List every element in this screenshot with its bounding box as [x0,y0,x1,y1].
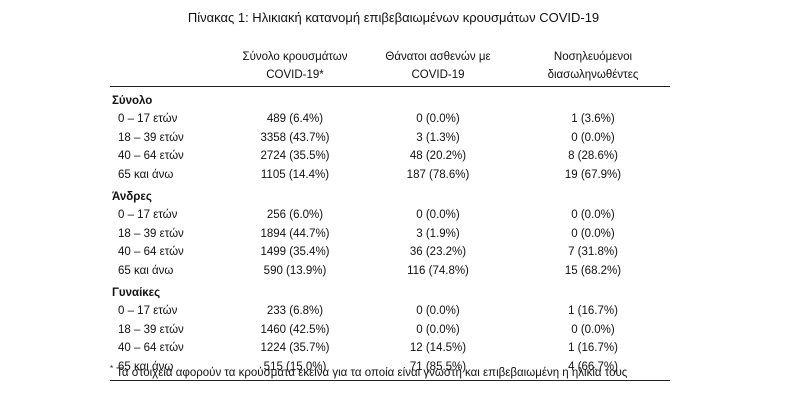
data-table: Σύνολο κρουσμάτων COVID-19* Θάνατοι ασθε… [110,46,670,381]
deaths-cell: 48 (20.2%) [409,150,467,162]
deaths-cell: 0 (0.0%) [416,113,460,125]
table-row: 40 – 64 ετών 1224 (35.7%) 12 (14.5%) 1 (… [110,339,670,358]
deaths-cell: 0 (0.0%) [416,305,460,317]
deaths-cell: 187 (78.6%) [406,168,470,181]
cases-cell: 1224 (35.7%) [260,342,330,354]
intubated-cell: 1 (16.7%) [568,305,618,317]
intubated-cell: 4 (66.7%) [568,360,618,373]
cases-cell: 256 (6.0%) [266,209,324,221]
table-row: 65 και άνω 515 (15.0%) 71 (85.5%) 4 (66.… [110,358,670,377]
group-title: Σύνολο [112,95,153,107]
age-label: 18 – 39 ετών [118,323,184,336]
cases-cell: 590 (13.9%) [263,264,327,277]
group-women: Γυναίκες 0 – 17 ετών 233 (6.8%) 0 (0.0%)… [110,284,670,376]
age-label: 65 και άνω [118,264,174,277]
age-label: 18 – 39 ετών [118,227,184,240]
age-label: 40 – 64 ετών [118,342,184,354]
age-label: 40 – 64 ετών [118,150,184,162]
column-header-deaths: Θάνατοι ασθενών με COVID-19 [385,51,491,81]
cases-cell: 1499 (35.4%) [260,246,330,258]
group-title: Γυναίκες [112,287,161,299]
deaths-cell: 36 (23.2%) [409,246,467,258]
deaths-cell: 71 (85.5%) [409,360,467,373]
intubated-cell: 1 (3.6%) [571,113,615,125]
group-total: Σύνολο 0 – 17 ετών 489 (6.4%) 0 (0.0%) 1… [110,92,670,184]
column-header-total-cases: Σύνολο κρουσμάτων COVID-19* [242,51,348,81]
deaths-cell: 3 (1.9%) [416,227,460,240]
table-row: 18 – 39 ετών 1460 (42.5%) 0 (0.0%) 0 (0.… [110,321,670,340]
footnote-marker: * [110,364,114,373]
table-row: 0 – 17 ετών 489 (6.4%) 0 (0.0%) 1 (3.6%) [110,110,670,129]
age-label: 0 – 17 ετών [118,113,178,125]
table-row: 65 και άνω 1105 (14.4%) 187 (78.6%) 19 (… [110,166,670,185]
deaths-cell: 3 (1.3%) [416,131,460,144]
group-title: Άνδρες [112,191,152,203]
column-header-intubated: Νοσηλευόμενοι διασωληνωθέντες [547,51,639,81]
table-row: 40 – 64 ετών 2724 (35.5%) 48 (20.2%) 8 (… [110,147,670,166]
cases-cell: 233 (6.8%) [266,305,324,317]
table-bottom-rule [110,380,670,381]
table-row: 0 – 17 ετών 233 (6.8%) 0 (0.0%) 1 (16.7%… [110,302,670,321]
table-row: 18 – 39 ετών 1894 (44.7%) 3 (1.9%) 0 (0.… [110,225,670,244]
intubated-cell: 8 (28.6%) [568,150,618,162]
cases-cell: 515 (15.0%) [263,360,327,373]
cases-cell: 1105 (14.4%) [260,168,330,181]
cases-cell: 489 (6.4%) [266,113,324,125]
table-header: Σύνολο κρουσμάτων COVID-19* Θάνατοι ασθε… [110,46,670,87]
footnote-text: Τα στοιχεία αφορούν τα κρούσματα εκείνα … [116,367,628,379]
intubated-cell: 15 (68.2%) [564,264,622,277]
footnote: * Τα στοιχεία αφορούν τα κρούσματα εκείνα… [110,364,627,379]
deaths-cell: 12 (14.5%) [409,342,467,354]
cases-cell: 3358 (43.7%) [260,131,330,144]
age-label: 0 – 17 ετών [118,209,178,221]
intubated-cell: 1 (16.7%) [568,342,618,354]
age-label: 65 και άνω [118,168,174,181]
table-title: Πίνακας 1: Ηλικιακή κατανομή επιβεβαιωμέ… [187,10,600,25]
intubated-cell: 0 (0.0%) [571,227,615,240]
age-label: 65 και άνω [118,360,174,373]
intubated-cell: 0 (0.0%) [571,209,615,221]
intubated-cell: 0 (0.0%) [571,131,615,144]
table-row: 18 – 39 ετών 3358 (43.7%) 3 (1.3%) 0 (0.… [110,129,670,148]
intubated-cell: 0 (0.0%) [571,323,615,336]
deaths-cell: 116 (74.8%) [407,264,469,277]
cases-cell: 1460 (42.5%) [260,323,330,336]
cases-cell: 1894 (44.7%) [260,227,330,240]
age-label: 18 – 39 ετών [118,131,184,144]
deaths-cell: 0 (0.0%) [416,323,460,336]
age-label: 0 – 17 ετών [118,305,178,317]
table-row: 0 – 17 ετών 256 (6.0%) 0 (0.0%) 0 (0.0%) [110,206,670,225]
group-men: Άνδρες 0 – 17 ετών 256 (6.0%) 0 (0.0%) 0… [110,188,670,280]
deaths-cell: 0 (0.0%) [416,209,460,221]
intubated-cell: 19 (67.9%) [564,168,622,181]
table-row: 40 – 64 ετών 1499 (35.4%) 36 (23.2%) 7 (… [110,243,670,262]
table-row: 65 και άνω 590 (13.9%) 116 (74.8%) 15 (6… [110,262,670,281]
age-label: 40 – 64 ετών [118,246,184,258]
cases-cell: 2724 (35.5%) [260,150,330,162]
intubated-cell: 7 (31.8%) [568,246,618,258]
